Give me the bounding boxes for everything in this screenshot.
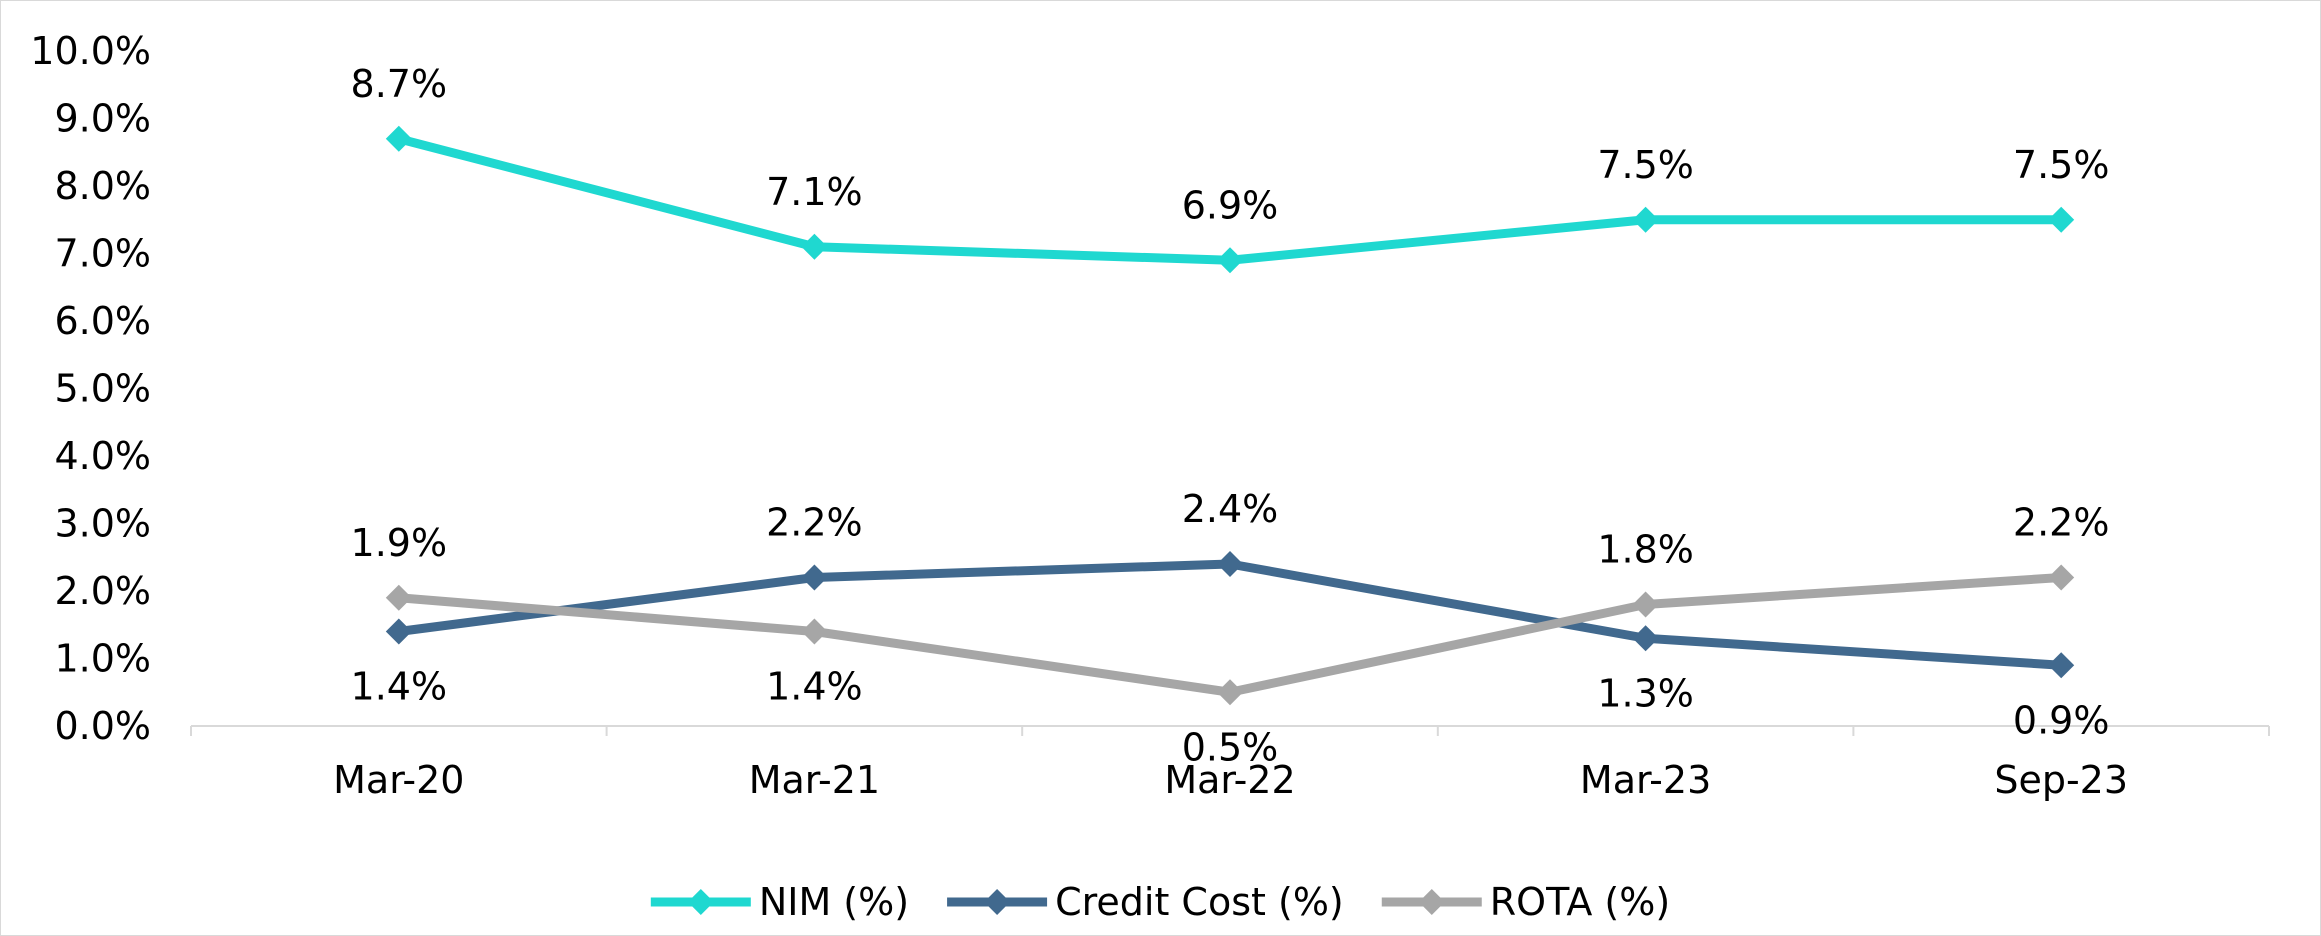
series-layer [385, 125, 2075, 706]
data-label: 7.1% [766, 170, 863, 214]
y-tick-label: 8.0% [54, 164, 151, 208]
legend-label: Credit Cost (%) [1055, 880, 1344, 924]
data-point [801, 618, 828, 645]
y-tick-label: 7.0% [54, 232, 151, 276]
data-point [1217, 679, 1243, 706]
data-label: 1.9% [351, 521, 448, 565]
data-label: 1.3% [1597, 671, 1694, 715]
data-point [1217, 551, 1243, 577]
legend-label: ROTA (%) [1490, 880, 1670, 924]
y-tick-label: 9.0% [54, 97, 151, 141]
data-point [385, 125, 412, 152]
x-tick-label: Mar-20 [333, 758, 464, 802]
data-point [385, 618, 412, 645]
y-tick-label: 0.0% [54, 704, 151, 748]
data-label: 1.4% [766, 665, 863, 709]
legend-item-nim: NIM (%) [650, 880, 909, 924]
y-tick-label: 2.0% [54, 569, 151, 613]
data-label: 2.4% [1182, 487, 1279, 531]
data-point [1632, 591, 1659, 618]
data-label: 1.4% [351, 665, 448, 709]
x-tick-label: Mar-21 [749, 758, 880, 802]
data-point [2048, 564, 2075, 591]
data-point [1217, 247, 1243, 274]
data-point [385, 584, 412, 611]
y-tick-label: 6.0% [54, 299, 151, 343]
legend-swatch-marker [984, 889, 1011, 915]
data-label: 7.5% [2013, 143, 2110, 187]
data-point [801, 233, 828, 260]
series-rota [385, 564, 2075, 706]
data-label: 1.8% [1597, 528, 1694, 572]
data-point [1632, 625, 1659, 652]
legend-swatch-marker [687, 889, 714, 915]
data-label: 0.5% [1182, 725, 1279, 769]
data-label: 6.9% [1182, 183, 1279, 227]
data-point [801, 564, 828, 591]
data-labels: 8.7% 7.1% 6.9% 7.5% 7.5% 1.4% 2.2% 2.4% 1.3% 0.9%… [351, 62, 2110, 770]
y-tick-label: 1.0% [54, 637, 151, 681]
y-tick-label: 10.0% [30, 29, 151, 73]
x-tick-label: Mar-22 [1164, 758, 1295, 802]
y-tick-label: 3.0% [54, 502, 151, 546]
legend: NIM (%) Credit Cost (%) ROTA (%) [650, 880, 1670, 924]
data-label: 2.2% [2013, 501, 2110, 545]
series-nim [385, 125, 2075, 274]
legend-item-rota: ROTA (%) [1381, 880, 1670, 924]
data-label: 8.7% [351, 62, 448, 106]
legend-swatch-marker [1418, 889, 1445, 915]
data-label: 2.2% [766, 501, 863, 545]
y-tick-label: 4.0% [54, 434, 151, 478]
data-point [2048, 652, 2075, 679]
y-tick-label: 5.0% [54, 367, 151, 411]
x-tick-label: Mar-23 [1580, 758, 1711, 802]
data-point [1632, 206, 1659, 233]
x-tick-label: Sep-23 [1994, 758, 2128, 802]
y-axis-tick-labels: 0.0% 1.0% 2.0% 3.0% 4.0% 5.0% 6.0% 7.0% 8.0% 9.0%… [30, 29, 151, 748]
x-axis [190, 725, 2270, 736]
data-label: 7.5% [1597, 143, 1694, 187]
x-axis-tick-labels: Mar-20 Mar-21 Mar-22 Mar-23 Sep-23 [333, 758, 2128, 802]
data-label: 0.9% [2013, 698, 2110, 742]
legend-label: NIM (%) [759, 880, 909, 924]
series-credit-cost [385, 551, 2075, 679]
data-point [2048, 206, 2075, 233]
legend-item-credit-cost: Credit Cost (%) [947, 880, 1344, 924]
